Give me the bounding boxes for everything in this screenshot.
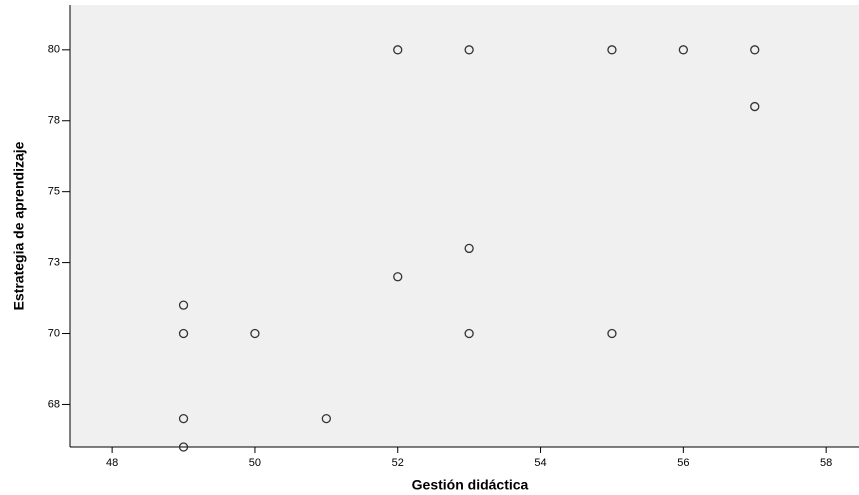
y-tick-label: 70 [48,327,60,339]
point [464,243,474,254]
point [178,413,189,424]
y-tick-label: 78 [48,115,60,127]
point [178,300,189,310]
plot-area [70,5,859,447]
point [250,328,260,339]
y-tick-label: 80 [48,44,60,56]
point [393,272,403,282]
x-tick-label: 54 [534,457,546,469]
point [607,45,617,55]
y-axis-title: Estrategia de aprendizaje [11,141,27,310]
point [464,45,474,55]
point [607,328,617,339]
point [750,101,760,112]
point [750,45,760,55]
x-axis-title: Gestión didáctica [412,477,529,493]
x-tick-label: 50 [249,457,261,469]
point [393,45,403,55]
x-tick-label: 58 [820,457,832,469]
point [178,442,189,452]
x-tick-label: 48 [106,457,118,469]
point [678,45,688,55]
point [321,413,331,424]
y-tick-label: 68 [48,398,60,410]
x-tick-label: 52 [392,457,404,469]
y-tick-label: 73 [48,257,60,269]
point [464,328,474,339]
x-tick-label: 56 [677,457,689,469]
point [178,328,189,339]
y-tick-label: 75 [48,186,60,198]
